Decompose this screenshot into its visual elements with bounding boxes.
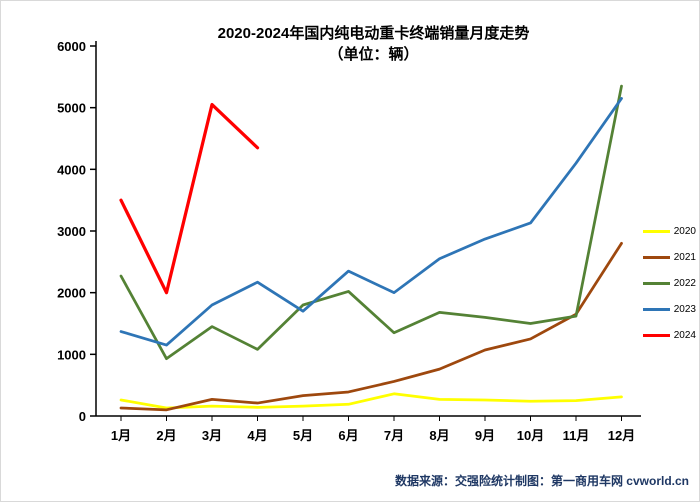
legend-label: 2023 xyxy=(673,304,696,315)
legend-item-2023: 2023 xyxy=(642,302,696,317)
legend-item-2020: 2020 xyxy=(642,224,696,239)
x-tick-label: 9月 xyxy=(475,428,495,443)
x-tick-label: 5月 xyxy=(293,428,313,443)
series-line-2024 xyxy=(119,102,260,295)
legend-swatch-2021 xyxy=(642,256,670,259)
series-line-2023 xyxy=(119,97,623,347)
legend-item-2022: 2022 xyxy=(642,276,696,291)
legend-label: 2021 xyxy=(673,252,696,263)
x-tick-label: 4月 xyxy=(247,428,267,443)
y-tick-label: 6000 xyxy=(57,39,86,54)
source-note: 数据来源：交强险统计制图：第一商用车网 cvworld.cn xyxy=(394,474,689,488)
y-tick-label: 4000 xyxy=(57,162,86,177)
legend-item-2021: 2021 xyxy=(642,250,696,265)
series-line-2020 xyxy=(119,392,623,410)
chart-title: 2020-2024年国内纯电动重卡终端销量月度走势 xyxy=(217,25,530,42)
x-tick-label: 1月 xyxy=(111,428,131,443)
legend-label: 2024 xyxy=(673,330,696,341)
legend-swatch-2022 xyxy=(642,282,670,285)
x-tick-label: 11月 xyxy=(563,428,590,443)
y-tick-label: 1000 xyxy=(57,347,86,362)
chart-legend: 2020 2021 2022 2023 2024 xyxy=(642,224,696,343)
x-tick-label: 10月 xyxy=(517,428,544,443)
chart-subtitle: （单位：辆） xyxy=(328,46,419,63)
series-line-2021 xyxy=(119,241,623,412)
x-tick-label: 2月 xyxy=(156,428,176,443)
y-tick-label: 5000 xyxy=(57,101,86,116)
legend-swatch-2024 xyxy=(642,334,670,337)
legend-label: 2022 xyxy=(673,278,696,289)
legend-label: 2020 xyxy=(673,226,696,237)
chart-title-block: 2020-2024年国内纯电动重卡终端销量月度走势 （单位：辆） xyxy=(46,23,699,65)
series-line-2022 xyxy=(119,84,623,361)
x-tick-label: 7月 xyxy=(384,428,404,443)
x-tick-label: 3月 xyxy=(202,428,222,443)
legend-swatch-2020 xyxy=(642,230,670,233)
legend-swatch-2023 xyxy=(642,308,670,311)
y-tick-label: 2000 xyxy=(57,286,86,301)
y-tick-label: 3000 xyxy=(57,224,86,239)
x-tick-label: 6月 xyxy=(338,428,358,443)
legend-item-2024: 2024 xyxy=(642,328,696,343)
y-tick-label: 0 xyxy=(79,409,86,424)
x-tick-label: 8月 xyxy=(429,428,449,443)
x-tick-label: 12月 xyxy=(608,428,635,443)
